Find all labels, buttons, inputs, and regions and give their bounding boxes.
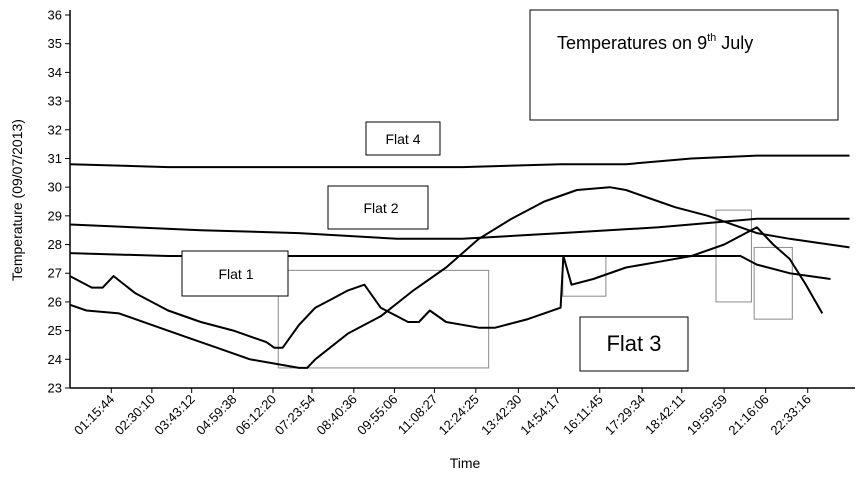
label-box-flat-1 [181, 250, 289, 297]
y-tick-label-32: 32 [48, 122, 62, 137]
label-text-flat-1: Flat 1 [218, 266, 253, 282]
label-text-flat-3: Flat 3 [606, 331, 661, 356]
y-tick-label-33: 33 [48, 94, 62, 109]
y-axis-title: Temperature (09/07/2013) [9, 119, 25, 281]
y-tick-label-25: 25 [48, 323, 62, 338]
label-text-flat-4: Flat 4 [385, 131, 420, 147]
label-flat-2: Flat 2 [327, 185, 429, 230]
series-line-flat-4 [69, 154, 850, 169]
y-tick-label-34: 34 [48, 65, 62, 80]
label-box-flat-2 [327, 185, 429, 230]
y-tick-label-30: 30 [48, 180, 62, 195]
label-flat-3: Flat 3 [579, 316, 689, 372]
y-tick-label-26: 26 [48, 294, 62, 309]
label-flat-1: Flat 1 [181, 250, 289, 297]
chart-title: Temperatures on 9th July [557, 32, 753, 53]
label-text-flat-2: Flat 2 [363, 200, 398, 216]
y-tick-label-27: 27 [48, 266, 62, 281]
y-tick-label-35: 35 [48, 36, 62, 51]
y-tick-label-24: 24 [48, 352, 62, 367]
series-line-flat-3 [69, 226, 824, 349]
y-tick-label-28: 28 [48, 237, 62, 252]
series-line-5 [69, 186, 850, 369]
y-tick-label-31: 31 [48, 151, 62, 166]
highlight-rect-1 [277, 269, 490, 369]
x-axis-title: Time [450, 455, 481, 471]
title-box [529, 9, 839, 121]
label-box-flat-4 [365, 121, 441, 156]
label-flat-4: Flat 4 [365, 121, 441, 156]
y-tick-label-29: 29 [48, 208, 62, 223]
series-line-flat-2 [69, 217, 850, 240]
label-box-flat-3 [579, 316, 689, 372]
y-tick-label-23: 23 [48, 381, 62, 396]
y-tick-label-36: 36 [48, 8, 62, 23]
series-layer [69, 154, 850, 369]
highlight-rect-4 [753, 246, 793, 320]
